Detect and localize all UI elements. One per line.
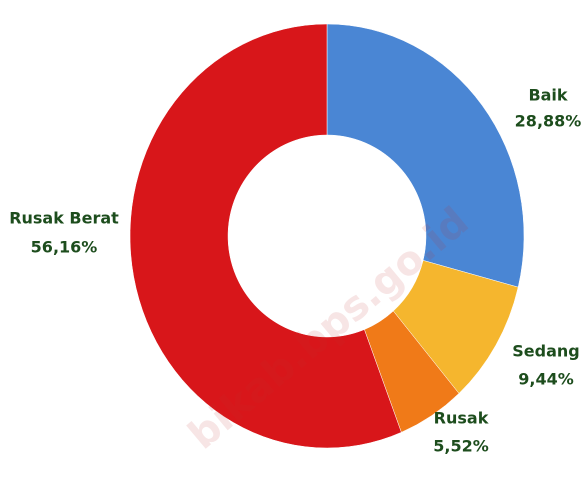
donut-segment: [129, 23, 402, 449]
category-label: Baik: [528, 86, 567, 105]
value-label: 9,44%: [518, 370, 574, 389]
value-label: 5,52%: [433, 437, 489, 456]
value-label: 56,16%: [31, 238, 98, 257]
category-label: Rusak Berat: [9, 209, 119, 228]
value-label: 28,88%: [515, 112, 582, 131]
donut-segment: [326, 23, 525, 288]
category-label: Rusak: [434, 409, 489, 428]
category-label: Sedang: [512, 342, 579, 361]
donut: [129, 23, 525, 449]
